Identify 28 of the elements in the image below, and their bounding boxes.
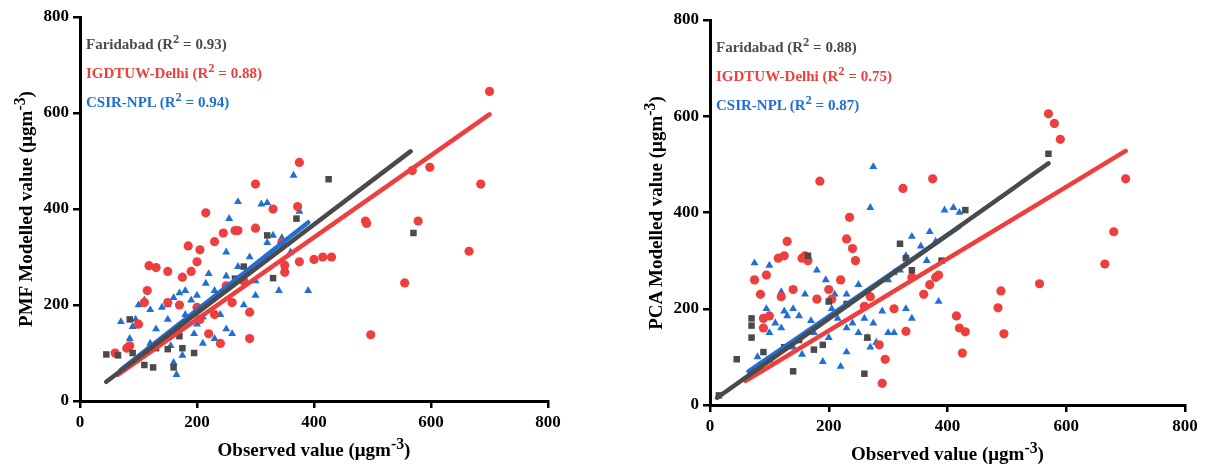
x-tick-label: 400 bbox=[934, 415, 961, 435]
y-tick-label: 0 bbox=[60, 390, 69, 410]
y-tick-label: 800 bbox=[673, 9, 699, 29]
y-tick-label: 200 bbox=[673, 298, 699, 318]
text: Faridabad (R$^{2}$ = 0.88) bbox=[716, 34, 858, 57]
y-tick-label: 200 bbox=[43, 294, 69, 314]
x-tick-label: 200 bbox=[816, 415, 842, 435]
x-tick-label: 200 bbox=[184, 411, 210, 431]
x-tick-label: 600 bbox=[1053, 415, 1079, 435]
x-tick-label: 0 bbox=[75, 411, 85, 431]
y-tick-label: 800 bbox=[43, 6, 69, 26]
x-tick-label: 600 bbox=[418, 411, 444, 431]
x-axis-title: Observed value (μgm$^{-3}$) bbox=[217, 435, 411, 462]
x-tick-label: 0 bbox=[705, 415, 715, 435]
text: CSIR-NPL (R$^{2}$ = 0.87) bbox=[716, 92, 861, 115]
y-tick-label: 600 bbox=[43, 102, 69, 122]
y-tick-label: 400 bbox=[673, 201, 699, 221]
y-tick-label: 400 bbox=[43, 198, 69, 218]
y-tick-label: 600 bbox=[673, 105, 699, 125]
x-tick-label: 400 bbox=[301, 411, 327, 431]
text: IGDTUW-Delhi (R$^{2}$ = 0.75) bbox=[716, 63, 892, 86]
text: IGDTUW-Delhi (R$^{2}$ = 0.88) bbox=[86, 60, 262, 83]
text: CSIR-NPL (R$^{2}$ = 0.94) bbox=[86, 89, 231, 112]
x-axis-title: Observed value (μgm$^{-3}$) bbox=[851, 439, 1044, 466]
x-tick-label: 800 bbox=[535, 411, 561, 431]
text: Faridabad (R$^{2}$ = 0.93) bbox=[86, 31, 228, 54]
x-tick-label: 800 bbox=[1172, 415, 1198, 435]
y-tick-label: 0 bbox=[690, 394, 699, 414]
